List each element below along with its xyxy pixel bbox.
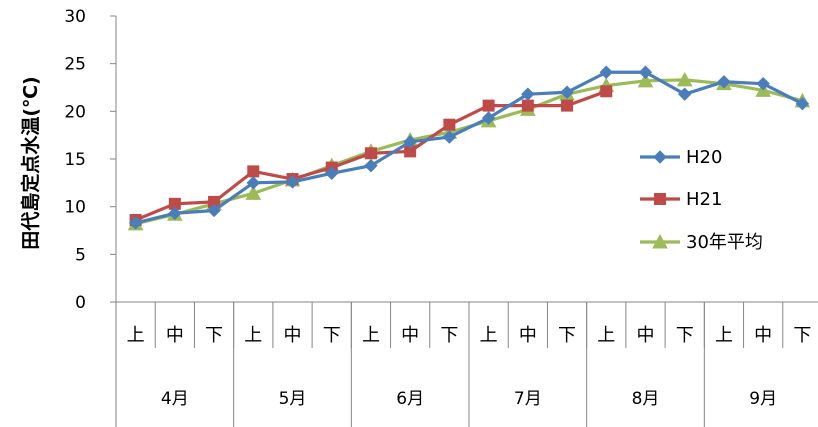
x-tick-label: 下 [558, 325, 576, 346]
month-label: 5月 [279, 389, 307, 409]
legend-marker [654, 193, 666, 205]
x-tick-label: 上 [480, 325, 498, 346]
data-point [599, 65, 613, 79]
x-tick-label: 上 [715, 325, 733, 346]
x-tick-label: 中 [401, 325, 419, 346]
data-point [560, 85, 574, 99]
x-tick-label: 中 [284, 325, 302, 346]
y-tick-label: 5 [75, 245, 86, 265]
legend-label: H20 [686, 147, 722, 168]
data-point [756, 76, 770, 91]
month-label: 7月 [514, 389, 542, 409]
x-tick-label: 中 [637, 325, 655, 346]
data-point [325, 166, 339, 181]
x-category-labels: 上中下上中下上中下上中下上中下上中下 [127, 325, 812, 346]
series-H21 [129, 85, 613, 227]
data-point [717, 75, 731, 89]
legend: H20 H21 30年平均 [640, 147, 763, 253]
x-tick-label: 下 [440, 325, 458, 346]
x-tick-label: 中 [754, 325, 772, 346]
data-point [637, 72, 654, 88]
data-point [443, 118, 456, 131]
x-tick-label: 上 [362, 325, 380, 346]
data-point [676, 71, 693, 87]
x-tick-label: 上 [244, 325, 262, 346]
x-tick-label: 下 [793, 325, 811, 346]
y-tick-labels: 0 5 10 15 20 25 30 [64, 7, 86, 313]
data-point [246, 176, 260, 190]
data-point [245, 185, 262, 200]
data-point [561, 99, 574, 112]
x-tick-label: 下 [323, 325, 341, 346]
data-point [600, 85, 613, 98]
month-label: 4月 [161, 389, 189, 409]
y-tick-label: 0 [75, 293, 86, 313]
series-line [135, 70, 804, 225]
x-tick-label: 下 [676, 325, 694, 346]
y-tick-label: 20 [64, 102, 86, 122]
series-H20 [128, 65, 810, 230]
data-point [128, 216, 143, 230]
data-point [795, 96, 810, 111]
series-layer [127, 65, 811, 231]
legend-marker [652, 233, 668, 249]
data-point [403, 135, 417, 149]
month-label: 9月 [749, 389, 777, 409]
data-point [521, 99, 534, 112]
x-tick-label: 上 [597, 325, 615, 346]
y-tick-label: 30 [64, 7, 86, 27]
month-labels: 4月 5月 6月 7月 8月 9月 [161, 389, 777, 409]
data-point [168, 206, 182, 221]
y-axis-label: 田代島定点水温(℃) [19, 76, 42, 249]
y-tick-label: 15 [64, 150, 86, 170]
data-point [364, 158, 378, 173]
legend-label: H21 [686, 189, 722, 210]
data-point [207, 203, 221, 218]
x-tick-label: 中 [519, 325, 537, 346]
data-point [285, 175, 300, 189]
data-point [638, 65, 653, 79]
data-point [678, 87, 692, 101]
x-tick-label: 中 [166, 325, 184, 346]
data-point [364, 147, 377, 160]
data-point [442, 130, 457, 144]
x-tick-label: 下 [205, 325, 223, 346]
y-tick-label: 25 [64, 55, 86, 75]
month-label: 6月 [396, 389, 424, 409]
data-point [482, 99, 495, 112]
legend-label: 30年平均 [686, 232, 763, 253]
data-point [521, 87, 535, 101]
data-point [247, 165, 260, 178]
axes [110, 15, 818, 427]
y-tick-label: 10 [64, 198, 86, 218]
legend-marker [653, 150, 667, 164]
data-point [481, 111, 496, 125]
x-tick-label: 上 [127, 325, 145, 346]
month-label: 8月 [632, 389, 660, 409]
